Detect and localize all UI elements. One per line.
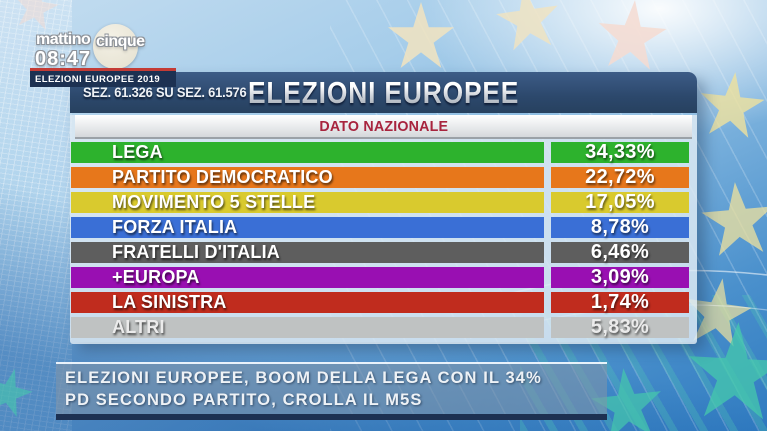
table-row: PARTITO DEMOCRATICO 22,72% [71,166,689,188]
table-row: FORZA ITALIA 8,78% [71,216,689,238]
results-table: LEGA 34,33% PARTITO DEMOCRATICO 22,72% M… [71,141,689,338]
clock: 08:47 [35,48,92,70]
table-row: +EUROPA 3,09% [71,266,689,288]
eu-star-shape [686,278,752,347]
results-title: ELEZIONI EUROPEE [247,74,520,110]
eu-star-shape [598,0,667,70]
logo-brand-right: cinque [96,33,145,50]
party-percent-cell: 3,09% [551,266,689,288]
eu-star-icon [686,278,752,347]
channel-logo-block: mattino cinque 08:47 ELEZIONI EUROPEE 20… [30,24,180,88]
results-subtitle: DATO NAZIONALE [319,117,448,135]
ticker-line-1: ELEZIONI EUROPEE, BOOM DELLA LEGA CON IL… [65,369,542,387]
logo-brand-left: mattino [36,31,91,48]
party-name-cell: LEGA [71,142,544,163]
table-row: MOVIMENTO 5 STELLE 17,05% [71,191,689,213]
ticker-bottom-bar [56,414,607,420]
party-percent-cell: 34,33% [551,141,689,163]
eu-star-icon [591,368,661,431]
news-ticker: ELEZIONI EUROPEE, BOOM DELLA LEGA CON IL… [56,362,607,420]
party-name-cell: LA SINISTRA [71,292,544,313]
party-percent-cell: 17,05% [551,191,689,213]
eu-star-icon [688,322,767,420]
sections-counter: SEZ. 61.326 SU SEZ. 61.576 [83,84,247,100]
party-percent-cell: 1,74% [551,291,689,313]
logo-circle [93,24,138,69]
program-label-bar: ELEZIONI EUROPEE 2019 [30,71,176,87]
eu-star-icon [700,72,765,138]
eu-star-icon [15,0,59,31]
eu-star-icon [388,2,454,68]
party-name-cell: ALTRI [71,317,544,338]
table-row: ALTRI 5,83% [71,316,689,338]
eu-star-icon [496,0,558,51]
eu-star-shape [0,368,33,417]
eu-star-icon [701,182,767,256]
results-header: SEZ. 61.326 SU SEZ. 61.576 ELEZIONI EURO… [70,72,697,113]
eu-star-shape [688,322,767,420]
table-row: LA SINISTRA 1,74% [71,291,689,313]
eu-star-icon [0,368,33,417]
results-body: DATO NAZIONALE LEGA 34,33% PARTITO DEMOC… [70,115,697,344]
program-label: ELEZIONI EUROPEE 2019 [35,73,161,85]
eu-star-shape [591,368,661,431]
logo-red-line [30,68,176,71]
party-percent-cell: 22,72% [551,166,689,188]
eu-star-shape [388,2,454,68]
party-name-cell: FORZA ITALIA [71,217,544,238]
eu-star-shape [15,0,59,31]
ticker-top-line [56,362,607,364]
eu-star-shape [701,182,767,256]
eu-star-shape [496,0,558,51]
party-name-cell: PARTITO DEMOCRATICO [71,167,544,188]
party-percent-cell: 8,78% [551,216,689,238]
party-percent-cell: 6,46% [551,241,689,263]
party-name-cell: FRATELLI D'ITALIA [71,242,544,263]
eu-star-shape [700,72,765,138]
ticker-body: ELEZIONI EUROPEE, BOOM DELLA LEGA CON IL… [56,364,607,414]
party-name-cell: MOVIMENTO 5 STELLE [71,192,544,213]
subtitle-bar: DATO NAZIONALE [75,115,692,139]
party-percent-cell: 5,83% [551,316,689,338]
table-row: FRATELLI D'ITALIA 6,46% [71,241,689,263]
eu-star-icon [598,0,667,70]
results-panel: SEZ. 61.326 SU SEZ. 61.576 ELEZIONI EURO… [70,72,697,344]
ticker-line-2: PD SECONDO PARTITO, CROLLA IL M5S [65,391,423,409]
table-row: LEGA 34,33% [71,141,689,163]
party-name-cell: +EUROPA [71,267,544,288]
